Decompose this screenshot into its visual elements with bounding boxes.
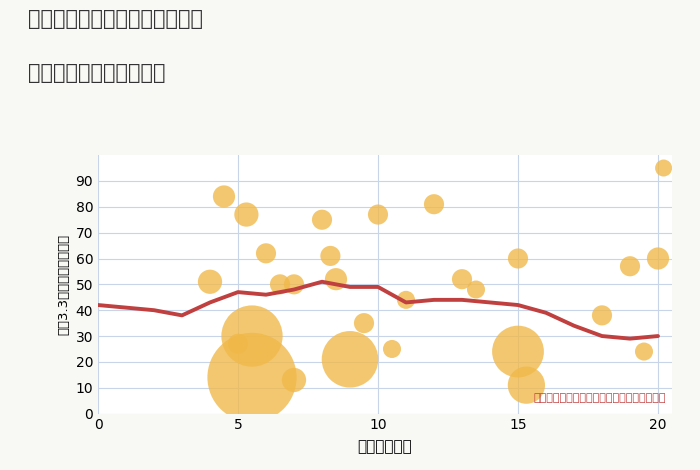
Point bbox=[512, 255, 524, 262]
Point bbox=[288, 376, 300, 384]
Point bbox=[428, 200, 440, 208]
Point bbox=[246, 374, 258, 381]
Point bbox=[521, 382, 532, 389]
Point bbox=[344, 355, 356, 363]
Point bbox=[260, 250, 272, 257]
Point bbox=[624, 262, 636, 270]
Text: 駅距離別中古戸建て価格: 駅距離別中古戸建て価格 bbox=[28, 63, 165, 84]
Point bbox=[358, 320, 370, 327]
Y-axis label: 坪（3.3㎡）単価（万円）: 坪（3.3㎡）単価（万円） bbox=[57, 234, 70, 335]
Point bbox=[316, 216, 328, 223]
Point bbox=[386, 345, 398, 352]
Point bbox=[652, 255, 664, 262]
Text: 兵庫県たつの市揖保川町養久の: 兵庫県たつの市揖保川町養久の bbox=[28, 9, 203, 30]
Point bbox=[596, 312, 608, 319]
Point bbox=[325, 252, 336, 259]
Point bbox=[372, 211, 384, 218]
X-axis label: 駅距離（分）: 駅距離（分） bbox=[358, 439, 412, 454]
Point bbox=[512, 348, 524, 355]
Point bbox=[241, 211, 252, 218]
Point bbox=[218, 193, 230, 200]
Point bbox=[456, 275, 468, 283]
Point bbox=[638, 348, 650, 355]
Point bbox=[470, 286, 482, 293]
Point bbox=[204, 278, 216, 285]
Point bbox=[400, 296, 412, 304]
Point bbox=[658, 164, 669, 172]
Point bbox=[288, 281, 300, 288]
Point bbox=[246, 332, 258, 340]
Point bbox=[330, 275, 342, 283]
Point bbox=[274, 281, 286, 288]
Point bbox=[232, 340, 244, 347]
Text: 円の大きさは、取引のあった物件面積を示す: 円の大きさは、取引のあった物件面積を示す bbox=[534, 393, 666, 403]
